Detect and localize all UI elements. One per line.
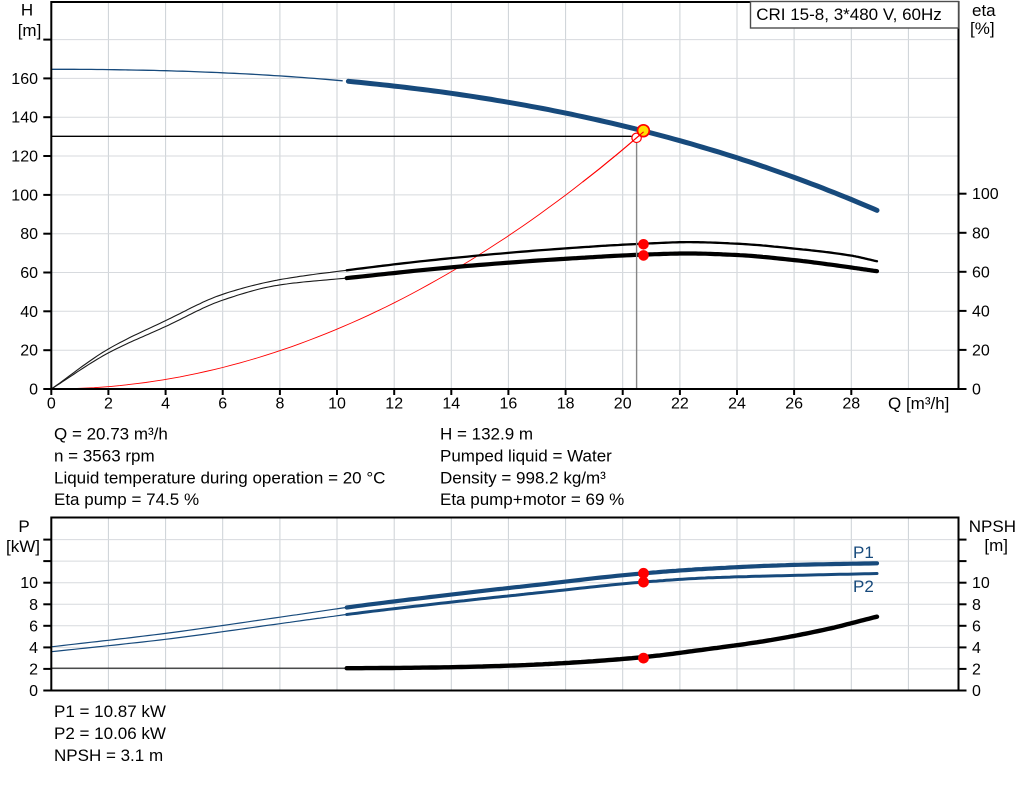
svg-text:4: 4: [161, 396, 170, 413]
svg-text:120: 120: [11, 149, 38, 166]
svg-text:8: 8: [275, 396, 284, 413]
svg-text:26: 26: [785, 396, 803, 413]
svg-text:0: 0: [972, 683, 981, 700]
svg-text:80: 80: [972, 225, 990, 242]
svg-text:2: 2: [104, 396, 113, 413]
svg-text:160: 160: [11, 71, 38, 88]
svg-text:Pumped liquid = Water: Pumped liquid = Water: [440, 446, 612, 465]
svg-text:24: 24: [728, 396, 746, 413]
svg-text:100: 100: [11, 187, 38, 204]
svg-text:28: 28: [842, 396, 860, 413]
svg-text:2: 2: [972, 661, 981, 678]
svg-text:10: 10: [328, 396, 346, 413]
svg-text:10: 10: [20, 575, 38, 592]
svg-text:Liquid temperature during oper: Liquid temperature during operation = 20…: [54, 468, 385, 487]
svg-text:6: 6: [218, 396, 227, 413]
svg-text:60: 60: [972, 264, 990, 281]
svg-text:P1 = 10.87 kW: P1 = 10.87 kW: [54, 702, 166, 721]
svg-text:Q [m³/h]: Q [m³/h]: [888, 394, 949, 413]
svg-text:80: 80: [20, 226, 38, 243]
svg-text:40: 40: [20, 304, 38, 321]
svg-text:2: 2: [29, 661, 38, 678]
svg-text:P1: P1: [853, 543, 874, 562]
svg-text:8: 8: [972, 597, 981, 614]
svg-text:[m]: [m]: [18, 21, 42, 40]
svg-text:0: 0: [47, 396, 56, 413]
svg-text:[m]: [m]: [984, 536, 1008, 555]
svg-text:0: 0: [29, 382, 38, 399]
svg-text:100: 100: [972, 186, 999, 203]
svg-text:P2 = 10.06 kW: P2 = 10.06 kW: [54, 724, 166, 743]
svg-text:6: 6: [29, 618, 38, 635]
svg-text:NPSH: NPSH: [969, 517, 1016, 536]
svg-text:140: 140: [11, 110, 38, 127]
svg-text:20: 20: [614, 396, 632, 413]
svg-text:4: 4: [29, 640, 38, 657]
svg-text:20: 20: [972, 342, 990, 359]
svg-text:P: P: [18, 517, 29, 536]
svg-text:H: H: [21, 1, 33, 20]
svg-text:4: 4: [972, 640, 981, 657]
svg-text:H = 132.9 m: H = 132.9 m: [440, 425, 533, 444]
svg-text:20: 20: [20, 343, 38, 360]
svg-text:0: 0: [29, 683, 38, 700]
svg-text:Eta pump = 74.5 %: Eta pump = 74.5 %: [54, 490, 199, 509]
svg-text:n = 3563 rpm: n = 3563 rpm: [54, 446, 155, 465]
svg-text:6: 6: [972, 618, 981, 635]
svg-text:CRI 15-8, 3*480 V, 60Hz: CRI 15-8, 3*480 V, 60Hz: [756, 5, 942, 24]
svg-text:Density = 998.2 kg/m³: Density = 998.2 kg/m³: [440, 468, 606, 487]
svg-text:[%]: [%]: [970, 19, 995, 38]
svg-text:60: 60: [20, 265, 38, 282]
svg-text:18: 18: [557, 396, 575, 413]
svg-text:8: 8: [29, 597, 38, 614]
svg-text:22: 22: [671, 396, 689, 413]
svg-text:eta: eta: [972, 1, 996, 20]
svg-text:P2: P2: [853, 577, 874, 596]
svg-text:10: 10: [972, 575, 990, 592]
svg-text:12: 12: [385, 396, 403, 413]
svg-text:Eta pump+motor = 69 %: Eta pump+motor = 69 %: [440, 490, 624, 509]
svg-text:NPSH = 3.1 m: NPSH = 3.1 m: [54, 746, 163, 765]
svg-text:Q = 20.73 m³/h: Q = 20.73 m³/h: [54, 425, 168, 444]
svg-text:16: 16: [500, 396, 518, 413]
svg-text:40: 40: [972, 303, 990, 320]
svg-text:0: 0: [972, 382, 981, 399]
svg-text:14: 14: [442, 396, 460, 413]
svg-text:[kW]: [kW]: [6, 537, 40, 556]
